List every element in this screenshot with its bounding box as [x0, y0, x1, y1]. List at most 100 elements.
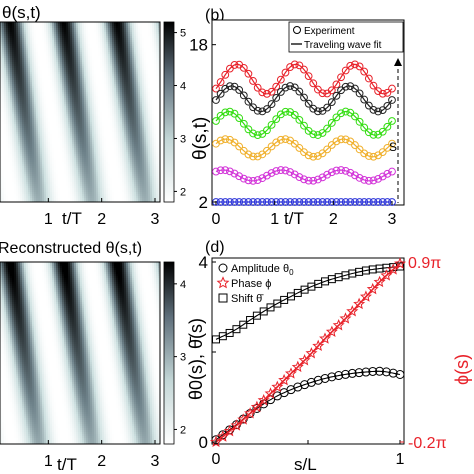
heatmap-cell [134, 114, 137, 117]
heatmap-cell [146, 134, 149, 137]
heatmap-cell [120, 116, 123, 119]
heatmap-cell [46, 30, 49, 33]
heatmap-cell [14, 130, 17, 133]
heatmap-cell [56, 104, 59, 107]
heatmap-cell [136, 140, 139, 143]
heatmap-cell [22, 100, 25, 103]
heatmap-cell [40, 134, 43, 137]
heatmap-cell [96, 70, 99, 73]
heatmap-cell [70, 58, 73, 61]
heatmap-cell [142, 126, 145, 129]
heatmap-cell [142, 106, 145, 109]
heatmap-cell [124, 82, 127, 85]
heatmap-cell [70, 106, 73, 109]
heatmap-cell [138, 44, 141, 47]
heatmap-cell [76, 42, 79, 45]
heatmap-cell [20, 116, 23, 119]
heatmap-cell [24, 52, 27, 55]
heatmap-cell [52, 144, 55, 147]
heatmap-cell [158, 64, 160, 67]
heatmap-cell [76, 76, 79, 79]
heatmap-cell [126, 128, 129, 131]
heatmap-cell [144, 122, 147, 125]
heatmap-cell [20, 70, 23, 73]
heatmap-cell [152, 42, 155, 45]
heatmap-cell [56, 122, 59, 125]
heatmap-cell [4, 106, 7, 109]
heatmap-cell [36, 90, 39, 93]
heatmap-cell [82, 102, 85, 105]
heatmap-cell [108, 76, 111, 79]
heatmap-cell [70, 146, 73, 149]
heatmap-cell [92, 140, 95, 143]
heatmap-cell [86, 126, 89, 129]
heatmap-cell [154, 34, 157, 37]
heatmap-cell [46, 38, 49, 41]
heatmap-cell [94, 104, 97, 107]
heatmap-cell [128, 102, 131, 105]
heatmap-cell [120, 100, 123, 103]
heatmap-cell [8, 82, 11, 85]
heatmap-cell [62, 68, 65, 71]
heatmap-cell [154, 62, 157, 65]
heatmap-cell [80, 36, 83, 39]
heatmap-cell [40, 132, 43, 135]
heatmap-cell [2, 50, 5, 53]
heatmap-cell [44, 70, 47, 73]
heatmap-cell [158, 42, 160, 45]
heatmap-cell [156, 22, 159, 25]
heatmap-cell [78, 70, 81, 73]
heatmap-cell [26, 146, 29, 149]
heatmap-cell [116, 64, 119, 67]
heatmap-cell [12, 132, 15, 135]
heatmap-cell [74, 32, 77, 35]
heatmap-cell [42, 80, 45, 83]
heatmap-cell [44, 54, 47, 57]
heatmap-cell [112, 140, 115, 143]
heatmap-cell [46, 46, 49, 49]
heatmap-cell [80, 130, 83, 133]
heatmap-cell [120, 24, 123, 27]
heatmap-cell [152, 112, 155, 115]
heatmap-cell [98, 76, 101, 79]
heatmap-cell [152, 140, 155, 143]
heatmap-cell [72, 40, 75, 43]
heatmap-cell [72, 44, 75, 47]
heatmap-cell [154, 46, 157, 49]
heatmap-cell [34, 132, 37, 135]
heatmap-cell [100, 76, 103, 79]
heatmap-cell [108, 98, 111, 101]
heatmap-cell [76, 122, 79, 125]
heatmap-cell [108, 136, 111, 139]
heatmap-cell [2, 88, 5, 91]
heatmap-cell [116, 134, 119, 137]
heatmap-cell [20, 92, 23, 95]
heatmap-cell [56, 92, 59, 95]
heatmap-cell [132, 48, 135, 51]
heatmap-cell [44, 80, 47, 83]
heatmap-cell [36, 36, 39, 39]
heatmap-cell [60, 94, 63, 97]
heatmap-cell [112, 34, 115, 37]
heatmap-cell [138, 108, 141, 111]
heatmap-cell [128, 142, 131, 145]
heatmap-cell [134, 138, 137, 141]
heatmap-cell [122, 84, 125, 87]
heatmap-cell [42, 30, 45, 33]
heatmap-cell [4, 132, 7, 135]
heatmap-cell [132, 60, 135, 63]
heatmap-cell [4, 136, 7, 139]
heatmap-cell [6, 30, 9, 33]
heatmap-cell [8, 130, 11, 133]
heatmap-cell [68, 64, 71, 67]
heatmap-cell [74, 34, 77, 37]
heatmap-cell [122, 22, 125, 25]
heatmap-cell [68, 100, 71, 103]
heatmap-cell [24, 72, 27, 75]
heatmap-cell [110, 136, 113, 139]
heatmap-cell [38, 102, 41, 105]
heatmap-cell [52, 76, 55, 79]
heatmap-cell [54, 64, 57, 67]
heatmap-cell [62, 28, 65, 31]
heatmap-cell [102, 106, 105, 109]
